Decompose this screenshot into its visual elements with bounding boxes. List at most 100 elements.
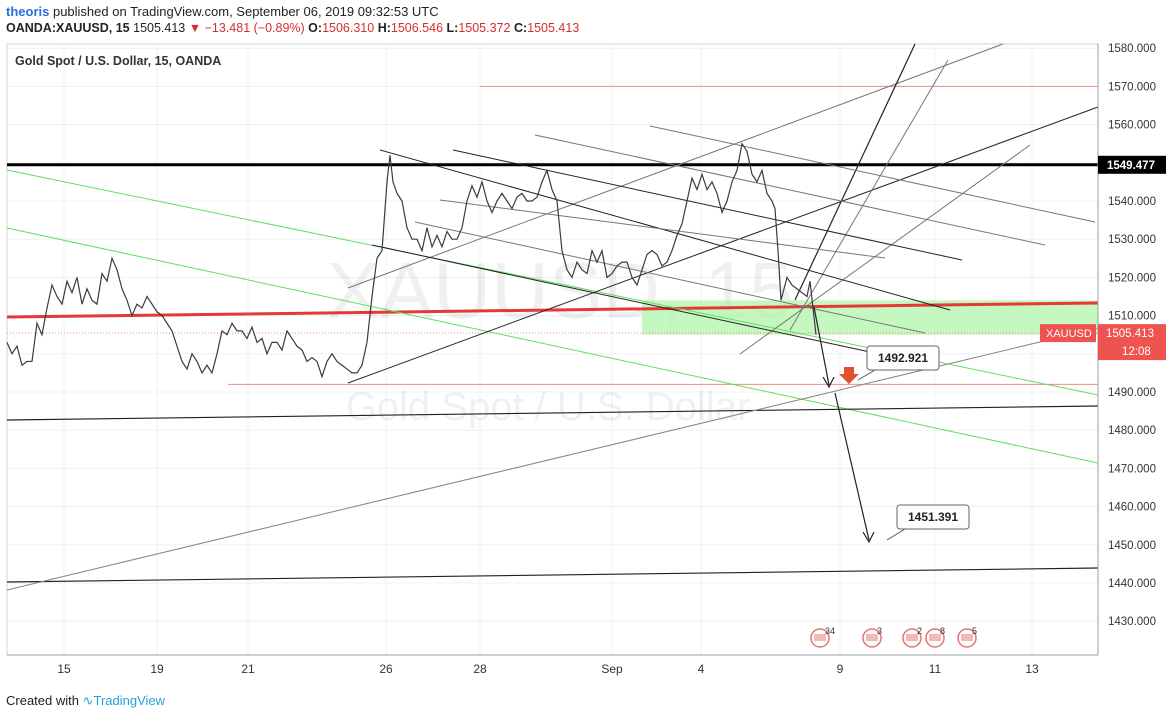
level-price-label xyxy=(1098,155,1166,174)
arrowhead-icon xyxy=(822,376,835,389)
y-tick-label: 1580.000 xyxy=(1108,43,1156,55)
y-tick-label: 1530.000 xyxy=(1108,234,1156,246)
y-tick-label: 1570.000 xyxy=(1108,81,1156,93)
y-tick-label: 1440.000 xyxy=(1108,578,1156,590)
trend-line xyxy=(6,327,1099,591)
x-tick-label: 9 xyxy=(837,662,844,676)
symbol-info: OANDA:XAUUSD, 15 1505.413 ▼ −13.481 (−0.… xyxy=(6,21,579,35)
footer: Created with ∿TradingView xyxy=(6,693,165,709)
tradingview-logo-icon[interactable]: ∿ xyxy=(82,693,94,708)
event-badges: 34 3 2 8 5 xyxy=(810,626,977,648)
trend-line xyxy=(649,125,1096,223)
trend-line xyxy=(6,567,1099,583)
trend-line xyxy=(379,149,951,311)
current-price-label xyxy=(1098,324,1166,361)
trend-line xyxy=(347,106,1099,384)
symbol-name: OANDA:XAUUSD, 15 xyxy=(6,21,130,35)
price-change: −13.481 (−0.89%) xyxy=(204,21,305,35)
arrowhead-icon xyxy=(862,531,875,544)
chart-title: Gold Spot / U.S. Dollar, 15, OANDA xyxy=(15,54,221,68)
flag-stripe xyxy=(961,634,973,641)
y-tick-label: 1480.000 xyxy=(1108,425,1156,437)
y-tick-label: 1520.000 xyxy=(1108,272,1156,284)
down-arrow-icon: ▼ xyxy=(188,21,202,35)
callout-pointer xyxy=(886,528,906,541)
x-tick-label: 21 xyxy=(241,662,255,676)
horizontal-levels xyxy=(7,85,1098,385)
close-label: C: xyxy=(513,21,528,35)
y-tick-label: 1560.000 xyxy=(1108,120,1156,132)
y-tick-label: 1470.000 xyxy=(1108,463,1156,475)
open-label: O: xyxy=(308,21,323,35)
trend-line xyxy=(794,43,916,301)
callout-text: 1451.391 xyxy=(908,510,958,524)
x-tick-label: 19 xyxy=(150,662,164,676)
trend-line xyxy=(414,221,926,334)
level-price-text: 1549.477 xyxy=(1107,160,1155,172)
current-price-text: 1505.413 xyxy=(1106,328,1154,340)
publish-date: published on TradingView.com, September … xyxy=(52,4,439,19)
trend-line xyxy=(452,149,963,261)
event-count: 3 xyxy=(877,626,882,636)
callout-box xyxy=(866,345,940,371)
y-tick-label: 1490.000 xyxy=(1108,387,1156,399)
y-tick-label: 1460.000 xyxy=(1108,502,1156,514)
sell-arrow-icon xyxy=(839,367,859,384)
trend-line xyxy=(6,405,1099,421)
flag-stripe xyxy=(866,634,878,641)
y-tick-label: 1450.000 xyxy=(1108,540,1156,552)
event-count: 8 xyxy=(940,626,945,636)
x-tick-label: 26 xyxy=(379,662,393,676)
open-value: 1506.310 xyxy=(322,21,375,35)
trend-line xyxy=(534,134,1046,246)
flag-stripe xyxy=(814,634,826,641)
flag-stripe xyxy=(906,634,918,641)
price-axis: 15 19 21 26 28 Sep 4 9 11 131430.0001440.0001450.… xyxy=(7,43,1166,676)
close-value: 1505.413 xyxy=(527,21,580,35)
trend-line xyxy=(347,43,1004,289)
price-series xyxy=(6,142,817,379)
callout-box xyxy=(896,504,970,530)
chart-watermark: XAUUSD, 15 Gold Spot / U.S. Dollar xyxy=(327,246,794,429)
flag-stripe xyxy=(929,634,941,641)
callout-text: 1492.921 xyxy=(878,351,928,365)
x-tick-label: 28 xyxy=(473,662,487,676)
watermark-name: Gold Spot / U.S. Dollar xyxy=(346,385,751,429)
footer-created: Created with xyxy=(6,693,79,708)
trend-line xyxy=(739,144,1031,355)
low-value: 1505.372 xyxy=(458,21,511,35)
footer-brand[interactable]: TradingView xyxy=(93,693,166,708)
x-tick-label: 4 xyxy=(698,662,705,676)
event-count: 5 xyxy=(972,626,977,636)
last-price: 1505.413 xyxy=(133,21,186,35)
y-tick-label: 1540.000 xyxy=(1108,196,1156,208)
high-value: 1506.546 xyxy=(390,21,444,35)
y-tick-label: 1430.000 xyxy=(1108,616,1156,628)
projection-arrow xyxy=(834,392,870,541)
countdown-text: 12:08 xyxy=(1122,346,1151,358)
projection-arrow xyxy=(813,306,830,386)
chart-grid xyxy=(6,43,1099,656)
x-tick-label: Sep xyxy=(601,662,623,676)
high-label: H: xyxy=(377,21,391,35)
trend-line xyxy=(371,244,871,353)
x-tick-label: 11 xyxy=(929,662,942,676)
symbol-tag xyxy=(1040,324,1096,343)
price-line xyxy=(6,142,817,379)
target-callouts: 1492.921 1451.391 xyxy=(857,345,970,541)
callout-pointer xyxy=(857,369,876,381)
trend-line xyxy=(439,199,886,259)
publish-info: theoris published on TradingView.com, Se… xyxy=(6,4,439,19)
trend-line xyxy=(6,301,1099,319)
y-tick-label: 1510.000 xyxy=(1108,311,1156,323)
x-tick-label: 13 xyxy=(1025,662,1039,676)
x-tick-label: 15 xyxy=(57,662,71,676)
symbol-tag-text: XAUUSD xyxy=(1046,328,1092,340)
trend-line xyxy=(6,227,1099,464)
low-label: L: xyxy=(446,21,459,35)
author-name[interactable]: theoris xyxy=(6,4,50,19)
event-count: 34 xyxy=(825,626,835,636)
trend-line xyxy=(789,59,949,331)
event-count: 2 xyxy=(917,626,922,636)
